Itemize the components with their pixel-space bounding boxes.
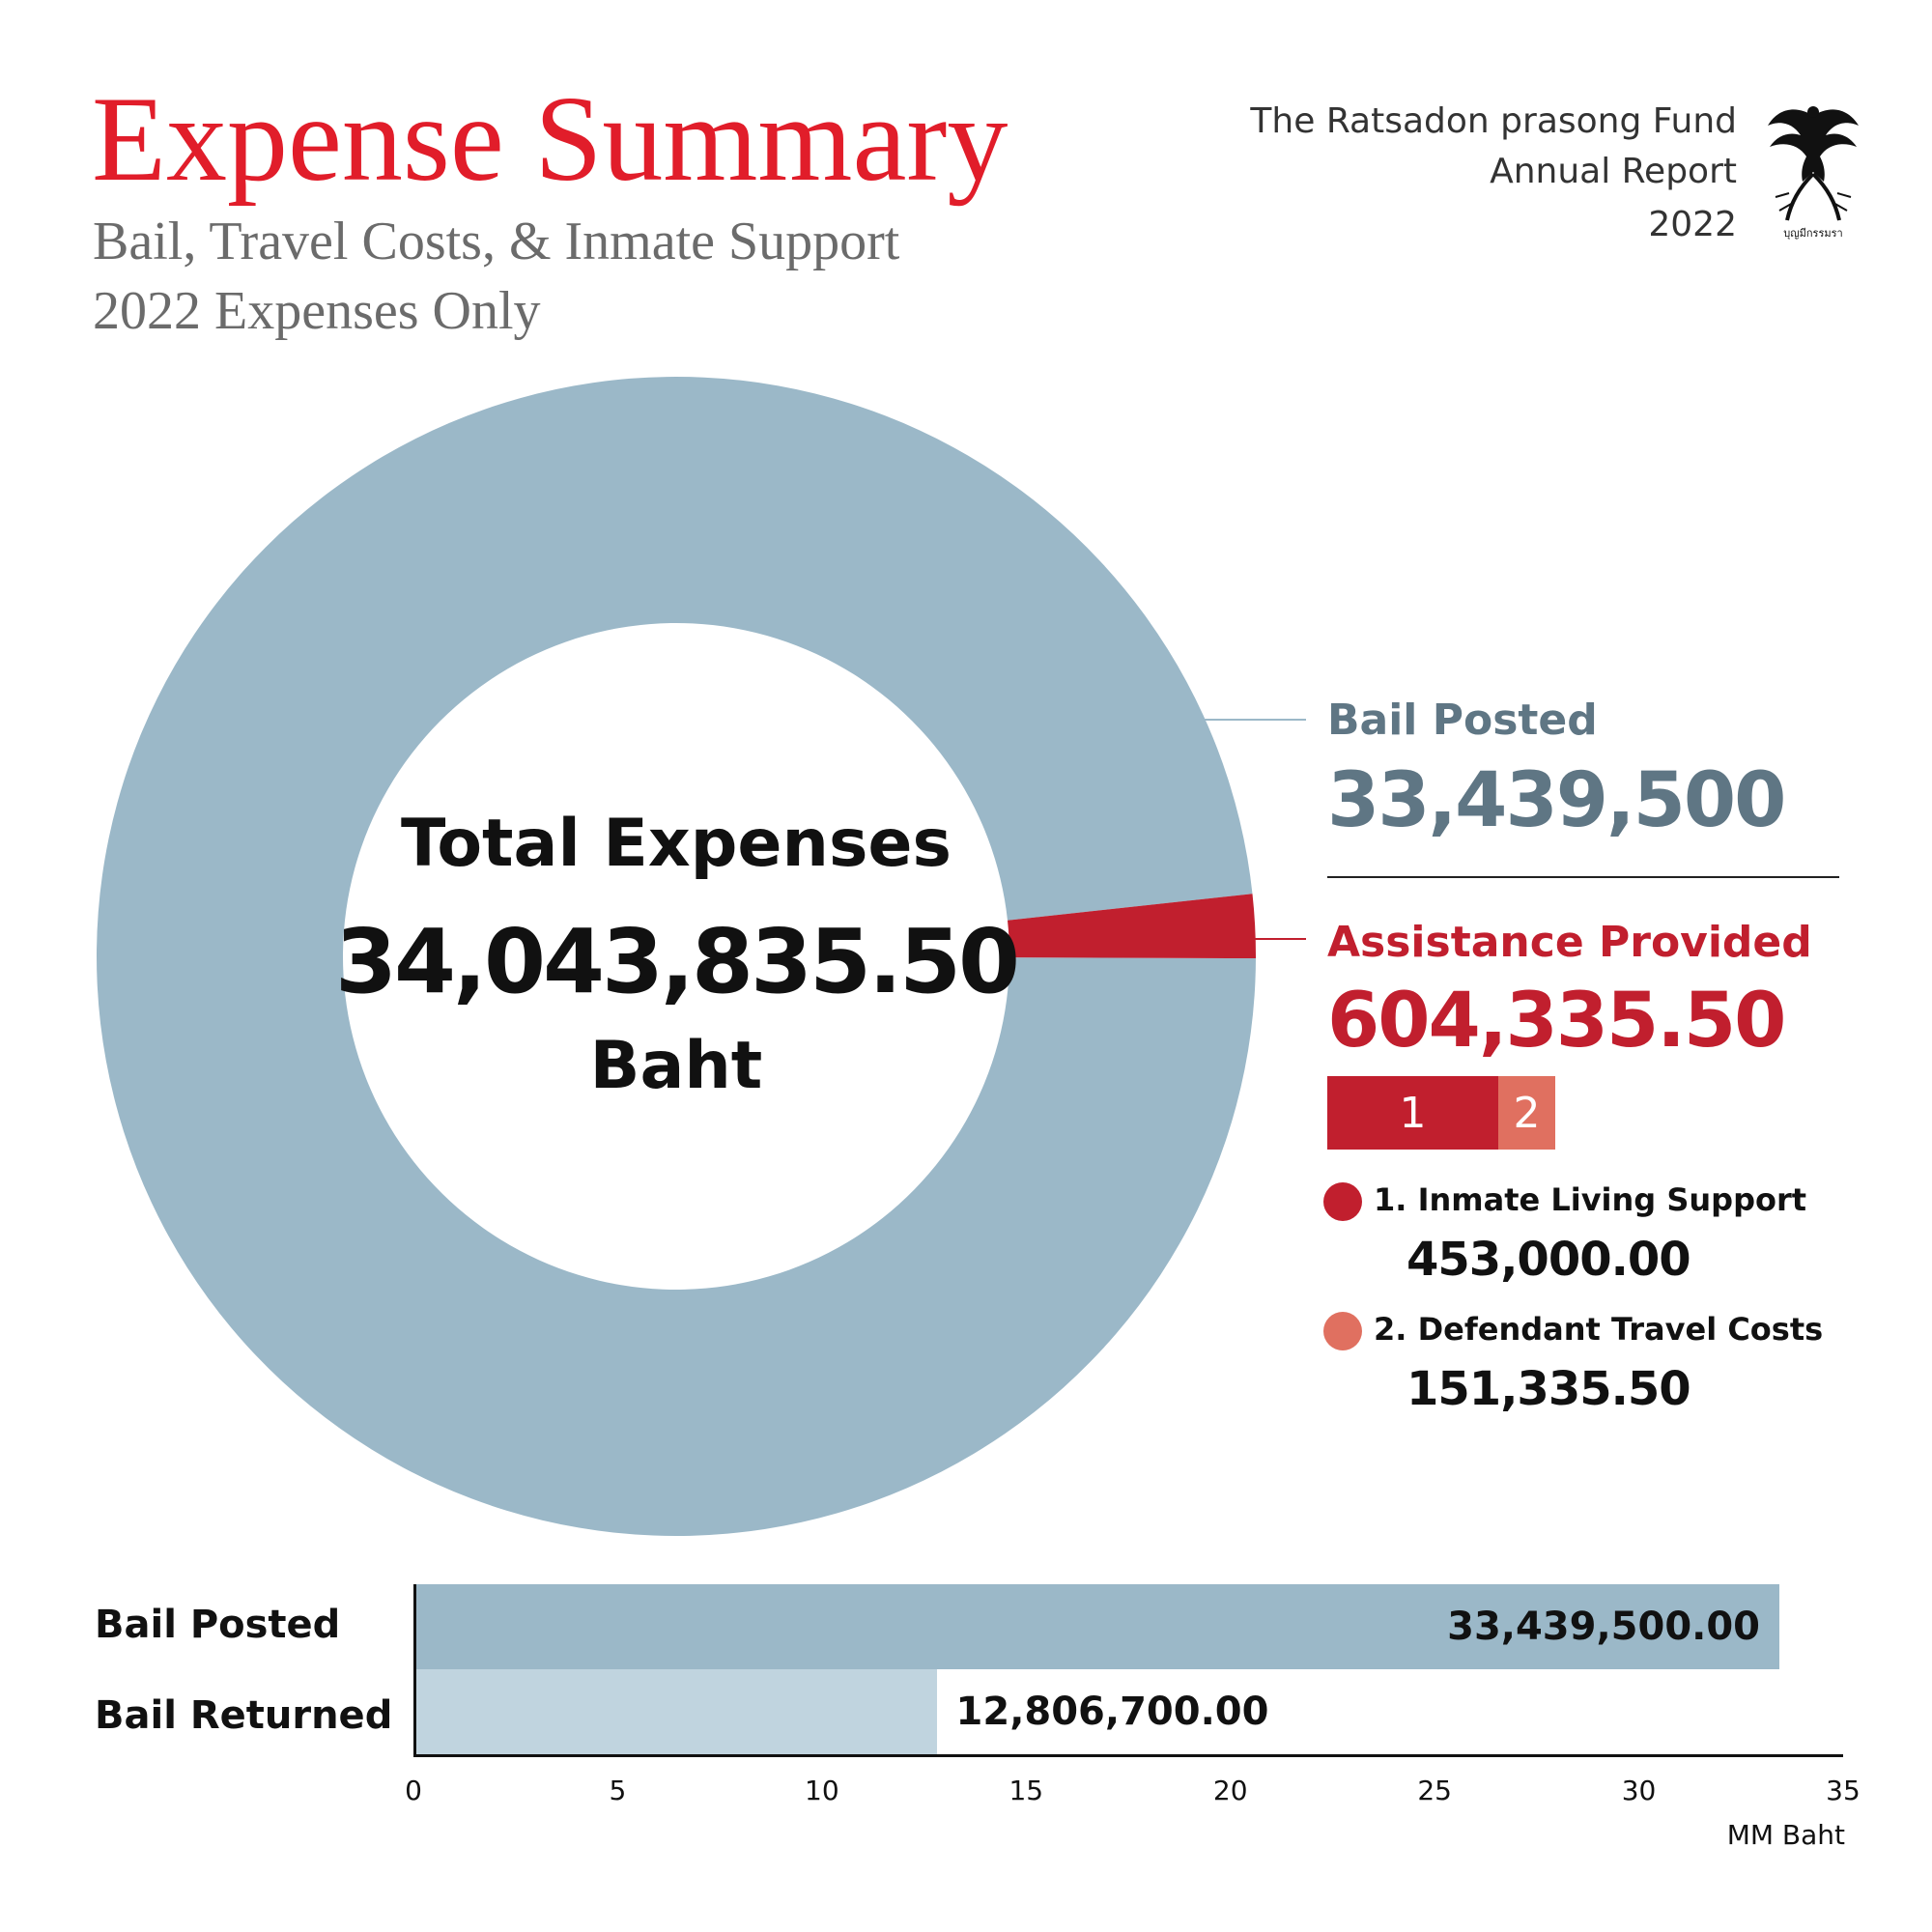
assistance-provided-label: Assistance Provided	[1327, 918, 1812, 967]
legend-dot-inmate-support	[1323, 1182, 1362, 1221]
subtitle-line-1: Bail, Travel Costs, & Inmate Support	[93, 212, 900, 271]
bar-category-bail-returned: Bail Returned	[95, 1693, 393, 1738]
legend-dot-travel-costs	[1323, 1312, 1362, 1350]
legend-value-inmate-support: 453,000.00	[1406, 1233, 1691, 1287]
x-tick-label: 25	[1417, 1775, 1452, 1806]
x-tick-label: 0	[405, 1775, 422, 1806]
total-expenses-unit: Baht	[589, 1028, 763, 1104]
report-year: 2022	[1648, 205, 1737, 244]
slice-assistance-provided	[1007, 894, 1256, 959]
bar-category-bail-posted: Bail Posted	[95, 1603, 341, 1647]
subtitle-line-2: 2022 Expenses Only	[93, 281, 541, 341]
bar-value-bail-returned: 12,806,700.00	[955, 1690, 1269, 1734]
bar-x-axis	[413, 1754, 1843, 1757]
breakdown-segment-2: 2	[1497, 1076, 1555, 1150]
slice-bail-posted	[97, 377, 1256, 1537]
x-axis-label: MM Baht	[1726, 1819, 1845, 1851]
bar-bail-returned	[413, 1669, 937, 1754]
legend-label-inmate-support: 1. Inmate Living Support	[1374, 1181, 1807, 1218]
legend-value-travel-costs: 151,335.50	[1406, 1362, 1691, 1416]
divider	[1327, 876, 1839, 878]
x-tick-label: 15	[1009, 1775, 1044, 1806]
total-expenses-value: 34,043,835.50	[335, 910, 1020, 1013]
total-expenses-label: Total Expenses	[400, 806, 952, 882]
bar-bail-posted	[413, 1584, 1779, 1669]
bail-bar-chart: 33,439,500.00 12,806,700.00	[413, 1584, 1843, 1758]
assistance-provided-value: 604,335.50	[1327, 978, 1786, 1065]
bar-value-bail-posted: 33,439,500.00	[1447, 1605, 1761, 1649]
bail-posted-value: 33,439,500	[1327, 757, 1786, 844]
assistance-leader-line	[1246, 938, 1306, 940]
x-tick-label: 10	[805, 1775, 839, 1806]
x-tick-label: 30	[1621, 1775, 1657, 1806]
report-name: Annual Report	[1490, 152, 1737, 191]
page-title: Expense Summary	[92, 72, 1009, 207]
expense-donut-chart	[97, 377, 1256, 1537]
legend-label-travel-costs: 2. Defendant Travel Costs	[1374, 1311, 1824, 1348]
x-tick-label: 35	[1826, 1775, 1861, 1806]
bar-y-axis	[413, 1584, 416, 1756]
bail-posted-label: Bail Posted	[1327, 696, 1598, 745]
breakdown-segment-1: 1	[1327, 1076, 1498, 1150]
bail-leader-line	[1198, 719, 1306, 721]
logo-text: บุญมีกรรมรา	[1783, 227, 1842, 240]
x-tick-label: 5	[609, 1775, 627, 1806]
assistance-breakdown-bar: 1 2	[1327, 1076, 1555, 1150]
phoenix-logo-icon: บุญมีกรรมรา	[1768, 106, 1859, 240]
x-tick-label: 20	[1212, 1775, 1248, 1806]
org-name: The Ratsadon prasong Fund	[1250, 101, 1737, 141]
